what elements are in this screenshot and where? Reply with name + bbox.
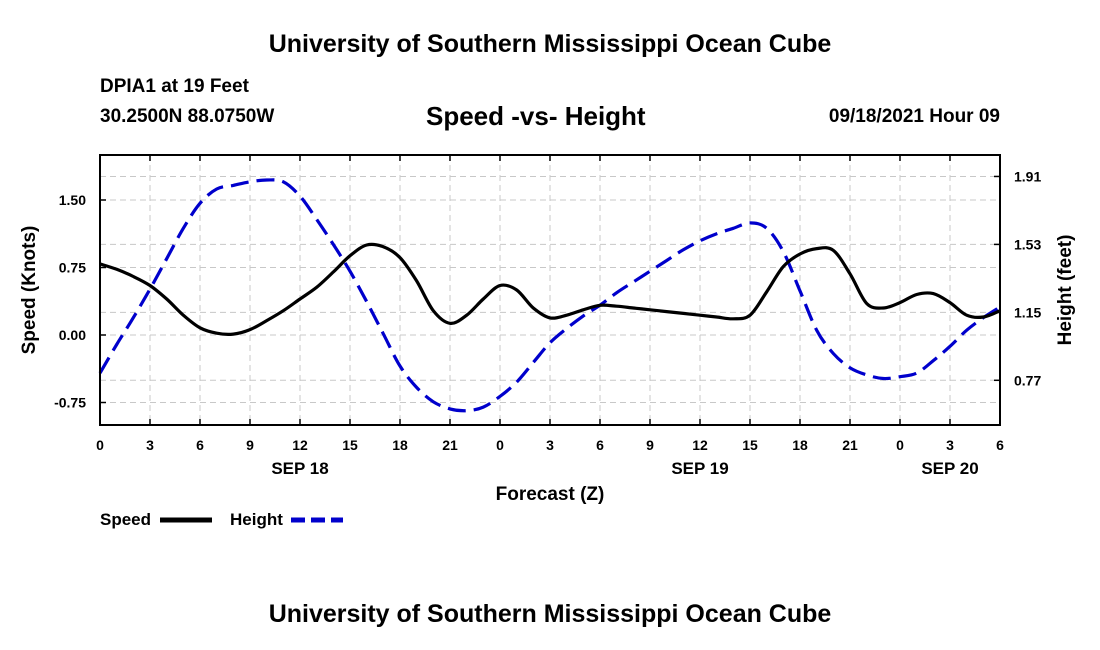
- y-left-tick-label: 0.00: [59, 327, 86, 343]
- series-line-height: [98, 178, 1001, 413]
- y-right-tick-label: 1.15: [1014, 304, 1041, 320]
- x-date-label: SEP 20: [921, 459, 978, 478]
- x-tick-label: 0: [896, 437, 904, 453]
- x-date-label: SEP 19: [671, 459, 728, 478]
- axis-ticks: 0 3 6 9 12 15 18 21 0 3 6 9 12 15 18 21 0 3 6 SEP 18 SEP 19 S…: [54, 155, 1041, 478]
- x-date-label: SEP 18: [271, 459, 328, 478]
- x-tick-label: 6: [596, 437, 604, 453]
- x-tick-label: 6: [996, 437, 1004, 453]
- x-tick-label: 3: [146, 437, 154, 453]
- y-right-tick-label: 0.77: [1014, 372, 1041, 388]
- y-axis-left-label: Speed (Knots): [19, 226, 40, 355]
- y-right-tick-label: 1.91: [1014, 168, 1041, 184]
- x-tick-label: 3: [546, 437, 554, 453]
- series-layer: [98, 178, 1001, 413]
- x-tick-label: 15: [342, 437, 358, 453]
- station-coordinates: 30.2500N 88.0750W: [100, 106, 275, 127]
- x-tick-label: 3: [946, 437, 954, 453]
- x-tick-label: 15: [742, 437, 758, 453]
- x-tick-label: 12: [692, 437, 708, 453]
- series-line-speed: [99, 242, 1001, 336]
- x-tick-label: 9: [646, 437, 654, 453]
- x-tick-label: 18: [392, 437, 408, 453]
- grid: [100, 155, 1000, 425]
- legend: Speed Height: [100, 510, 343, 529]
- chart-title: Speed -vs- Height: [426, 101, 646, 131]
- footer-title: University of Southern Mississippi Ocean…: [268, 600, 832, 628]
- x-tick-label: 18: [792, 437, 808, 453]
- x-tick-label: 21: [842, 437, 858, 453]
- page-title: University of Southern Mississippi Ocean…: [268, 30, 832, 58]
- y-left-tick-label: -0.75: [54, 395, 86, 411]
- x-tick-label: 6: [196, 437, 204, 453]
- y-left-tick-label: 1.50: [59, 192, 86, 208]
- x-tick-label: 0: [96, 437, 104, 453]
- x-tick-label: 0: [496, 437, 504, 453]
- y-right-tick-label: 1.53: [1014, 236, 1041, 252]
- legend-label-height: Height: [230, 510, 283, 529]
- station-label: DPIA1 at 19 Feet: [100, 76, 249, 97]
- x-axis-label: Forecast (Z): [496, 484, 605, 505]
- y-left-tick-label: 0.75: [59, 260, 86, 276]
- x-tick-label: 21: [442, 437, 458, 453]
- legend-label-speed: Speed: [100, 510, 151, 529]
- forecast-timestamp: 09/18/2021 Hour 09: [828, 106, 1000, 127]
- x-tick-label: 12: [292, 437, 308, 453]
- y-axis-right-label: Height (feet): [1055, 235, 1076, 346]
- x-tick-label: 9: [246, 437, 254, 453]
